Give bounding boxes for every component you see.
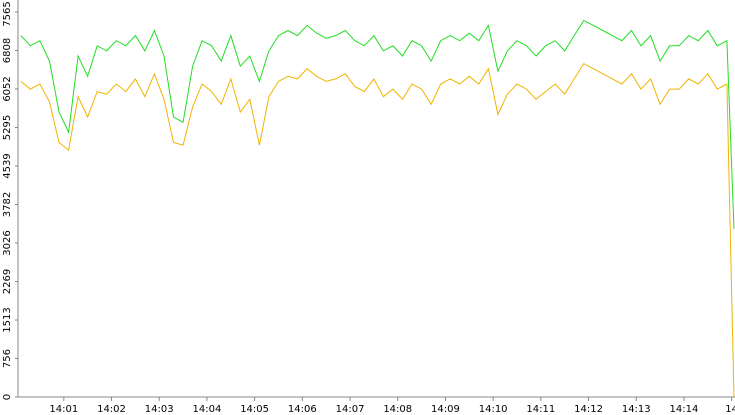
y-tick-label: 6052 <box>2 76 13 101</box>
series-line <box>20 19 735 230</box>
x-tick-label: 14:02 <box>97 404 126 415</box>
x-tick-label: 14:13 <box>622 404 651 415</box>
y-tick-label: 5295 <box>2 115 13 140</box>
x-tick-label: 14:09 <box>431 404 460 415</box>
y-tick-label: 2269 <box>2 269 13 294</box>
x-tick-label: 14:01 <box>49 404 78 415</box>
y-tick-label: 0 <box>2 394 13 400</box>
x-tick-label: 14:06 <box>288 404 317 415</box>
x-tick-label: 14:11 <box>526 404 555 415</box>
y-tick-label: 3026 <box>2 230 13 255</box>
x-tick-label: 14:10 <box>479 404 508 415</box>
x-tick-label: 14:08 <box>383 404 412 415</box>
x-tick-label: 14 <box>725 404 735 415</box>
series-line <box>20 62 735 398</box>
x-tick-label: 14:03 <box>145 404 174 415</box>
x-tick-label: 14:05 <box>240 404 269 415</box>
y-tick-label: 756 <box>2 349 13 368</box>
x-tick-label: 14:07 <box>336 404 365 415</box>
y-tick-label: 6808 <box>2 38 13 63</box>
y-tick-label: 1513 <box>2 307 13 332</box>
y-tick-label: 4539 <box>2 153 13 178</box>
x-tick-label: 14:12 <box>574 404 603 415</box>
x-tick-label: 14:14 <box>670 404 699 415</box>
y-tick-label: 7565 <box>2 1 13 26</box>
y-tick-label: 3782 <box>2 192 13 217</box>
x-tick-label: 14:04 <box>192 404 221 415</box>
